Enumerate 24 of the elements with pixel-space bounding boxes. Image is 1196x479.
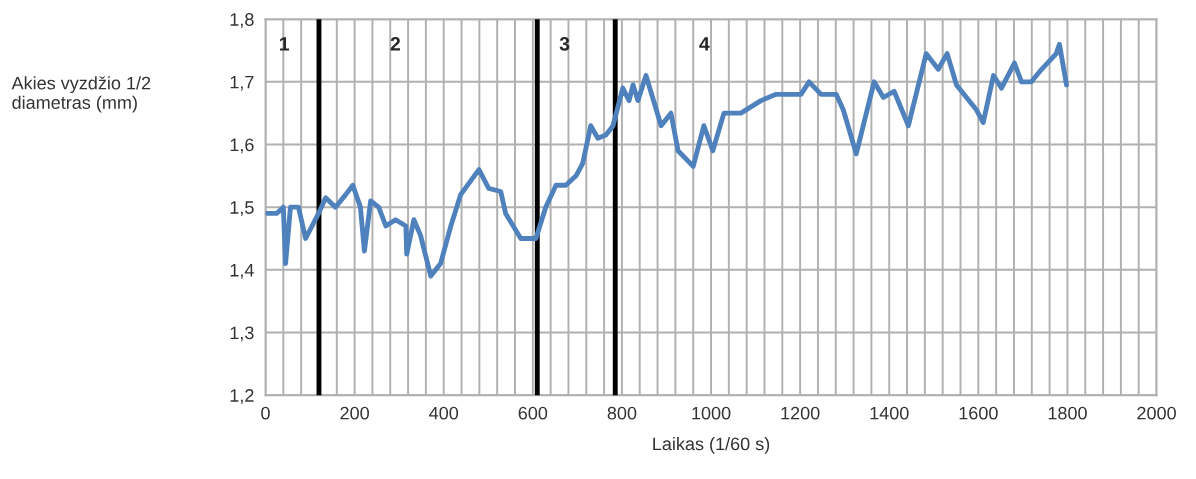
y-tick-label: 1,7 (230, 75, 254, 91)
y-tick-label: 1,3 (230, 326, 254, 342)
x-tick-label: 600 (518, 406, 548, 420)
x-tick-label: 1600 (959, 406, 998, 420)
x-tick-label: 1000 (692, 406, 731, 420)
x-tick-label: 0 (261, 406, 270, 420)
x-tick-label: 1400 (870, 406, 909, 420)
annotation: 4 (699, 37, 710, 51)
y-tick-label: 1,4 (230, 263, 254, 279)
x-tick-label: 400 (429, 406, 459, 420)
y-tick-label: 1,6 (230, 138, 254, 154)
annotation: 3 (559, 36, 570, 51)
x-axis-title: Laikas (1/60 s) (653, 437, 770, 454)
annotation: 1 (280, 37, 290, 51)
annotation: 2 (390, 36, 401, 51)
y-tick-label: 1,8 (230, 13, 254, 29)
y-tick-label: 1,2 (230, 389, 254, 405)
x-tick-label: 1800 (1048, 406, 1087, 420)
x-tick-label: 800 (607, 406, 637, 420)
y-axis-title: Akies vyzdžio 1/2 diametras (mm) (11, 76, 151, 113)
y-tick-label: 1,5 (230, 201, 254, 217)
x-tick-label: 2000 (1137, 406, 1176, 420)
x-tick-label: 200 (340, 406, 369, 420)
x-tick-label: 1200 (781, 406, 820, 420)
